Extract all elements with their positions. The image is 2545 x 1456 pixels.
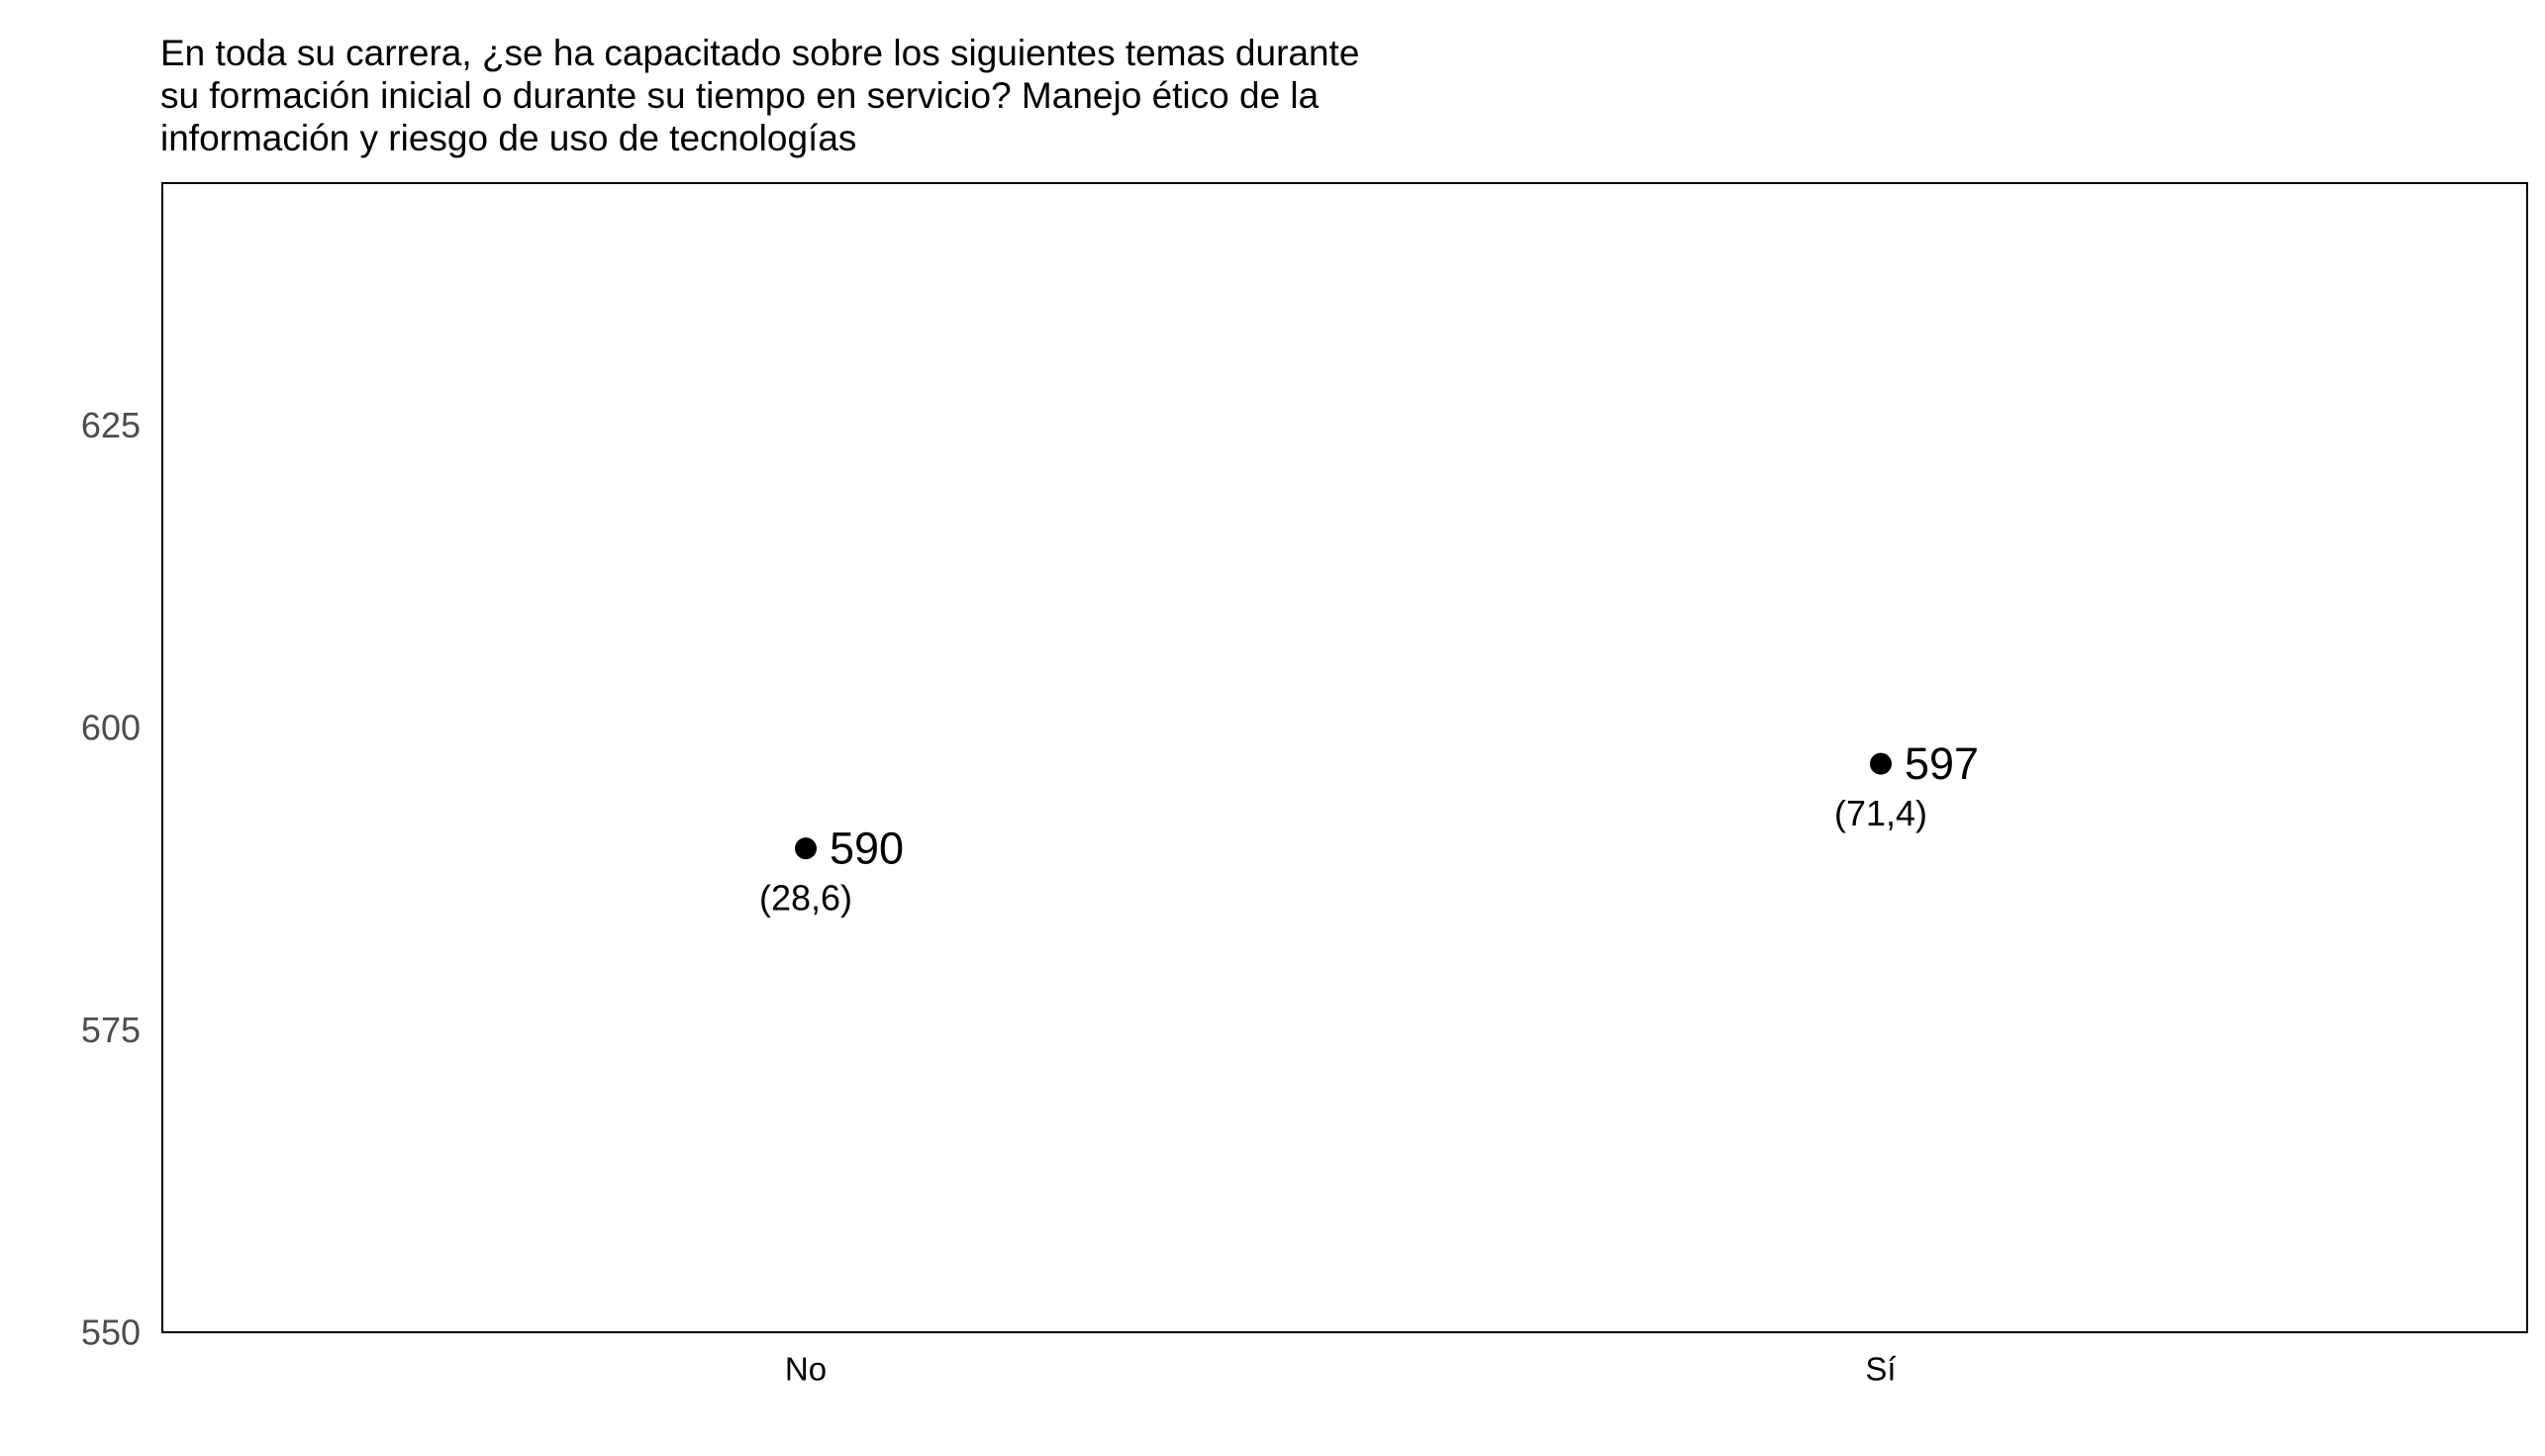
- data-point: [1870, 752, 1892, 775]
- x-tick-label: Sí: [1865, 1351, 1896, 1388]
- plot-frame: [161, 182, 2528, 1333]
- y-tick-label: 600: [81, 707, 141, 747]
- data-value-label: 597: [1905, 738, 1979, 789]
- chart-title-line-3: información y riesgo de uso de tecnologí…: [160, 118, 857, 158]
- data-percent-label: (28,6): [759, 878, 852, 919]
- y-tick-label: 625: [81, 405, 141, 445]
- y-tick-label: 575: [81, 1010, 141, 1050]
- chart-title-line-2: su formación inicial o durante su tiempo…: [160, 75, 1320, 116]
- y-tick-label: 550: [81, 1312, 141, 1353]
- chart-title-line-1: En toda su carrera, ¿se ha capacitado so…: [160, 33, 1360, 73]
- x-tick-label: No: [785, 1351, 827, 1388]
- data-percent-label: (71,4): [1834, 793, 1927, 833]
- data-point: [795, 837, 817, 860]
- data-value-label: 590: [830, 824, 904, 874]
